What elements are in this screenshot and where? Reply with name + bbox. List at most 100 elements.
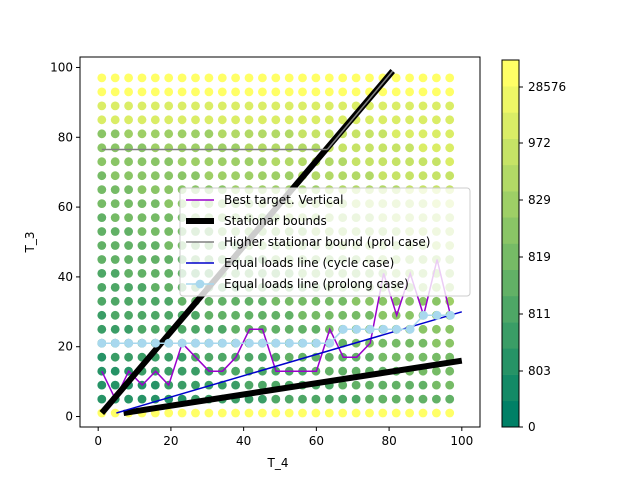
scatter-point (204, 73, 214, 83)
scatter-point (191, 157, 200, 167)
scatter-point (124, 143, 133, 153)
scatter-point (164, 143, 174, 153)
scatter-point (164, 129, 174, 139)
scatter-point (405, 157, 414, 167)
scatter-point (150, 185, 160, 195)
scatter-point (137, 213, 147, 223)
scatter-point (418, 129, 428, 139)
scatter-point (177, 87, 187, 97)
series-marker (177, 338, 187, 348)
scatter-point (418, 394, 428, 404)
series-marker (419, 310, 428, 320)
scatter-point (110, 241, 120, 250)
scatter-point (418, 380, 428, 390)
scatter-point (284, 73, 294, 83)
scatter-point (97, 324, 107, 334)
scatter-point (271, 115, 281, 125)
scatter-point (110, 296, 120, 306)
scatter-point (244, 157, 254, 167)
scatter-point (137, 199, 147, 209)
colorbar-frame (501, 59, 520, 428)
scatter-point (311, 171, 321, 181)
scatter-point (311, 101, 321, 111)
scatter-point (378, 310, 388, 320)
scatter-point (150, 101, 160, 111)
series-marker (446, 310, 455, 320)
scatter-point (124, 283, 133, 292)
scatter-point (445, 380, 455, 390)
scatter-point (418, 101, 428, 111)
scatter-point (137, 324, 147, 334)
scatter-point (405, 352, 414, 362)
series-marker (432, 310, 442, 320)
scatter-point (351, 171, 361, 181)
scatter-point (97, 73, 107, 83)
scatter-point (271, 101, 281, 111)
scatter-point (298, 87, 307, 97)
scatter-point (164, 310, 174, 320)
scatter-point (137, 296, 147, 306)
scatter-point (258, 296, 267, 306)
scatter-point (137, 101, 147, 111)
scatter-point (271, 87, 281, 97)
scatter-point (204, 310, 214, 320)
colorbar-segment (502, 269, 519, 297)
scatter-point (150, 143, 160, 153)
scatter-point (432, 143, 441, 153)
scatter-point (271, 143, 281, 153)
scatter-point (338, 296, 348, 306)
x-tick-label: 40 (236, 434, 251, 448)
scatter-point (164, 213, 174, 223)
colorbar-tick-label: 28576 (528, 80, 566, 94)
series-marker (365, 324, 375, 334)
series-marker (392, 324, 402, 334)
scatter-point (284, 296, 294, 306)
scatter-point (338, 101, 348, 111)
scatter-point (164, 73, 174, 83)
scatter-point (204, 324, 214, 334)
scatter-point (231, 101, 241, 111)
scatter-point (110, 143, 120, 153)
series-marker (218, 338, 227, 348)
scatter-point (378, 143, 388, 153)
legend-label: Equal loads line (prolong case) (224, 277, 409, 291)
scatter-point (445, 115, 455, 125)
scatter-point (405, 296, 414, 306)
scatter-point (177, 101, 187, 111)
scatter-point (164, 408, 174, 418)
scatter-point (110, 380, 120, 390)
scatter-point (351, 129, 361, 139)
scatter-point (378, 408, 388, 418)
colorbar-segment (502, 112, 519, 139)
colorbar-segment (502, 243, 519, 271)
scatter-point (204, 143, 214, 153)
scatter-point (324, 157, 334, 167)
scatter-point (124, 115, 133, 125)
scatter-point (244, 296, 254, 306)
plot-frame (79, 56, 481, 428)
scatter-point (97, 283, 107, 292)
x-tick-label: 100 (450, 434, 473, 448)
scatter-point (338, 73, 348, 83)
scatter-point (324, 394, 334, 404)
scatter-point (110, 227, 120, 236)
scatter-point (164, 199, 174, 209)
scatter-point (110, 408, 120, 418)
scatter-point (391, 394, 401, 404)
scatter-point (110, 185, 120, 195)
scatter-point (284, 101, 294, 111)
scatter-point (217, 157, 227, 167)
plot-area (97, 69, 463, 418)
scatter-point (150, 87, 160, 97)
scatter-point (271, 394, 281, 404)
scatter-point (124, 255, 133, 264)
colorbar-segment (502, 374, 519, 402)
scatter-point (432, 366, 441, 376)
scatter-point (284, 87, 294, 97)
scatter-point (150, 296, 160, 306)
scatter-point (391, 87, 401, 97)
scatter-point (391, 296, 401, 306)
scatter-point (391, 171, 401, 181)
y-tick-label: 80 (58, 130, 73, 144)
scatter-point (418, 87, 428, 97)
